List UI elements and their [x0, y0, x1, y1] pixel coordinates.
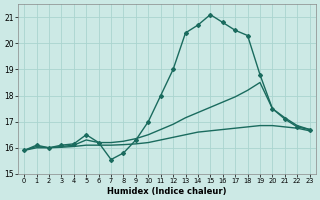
X-axis label: Humidex (Indice chaleur): Humidex (Indice chaleur)	[107, 187, 227, 196]
